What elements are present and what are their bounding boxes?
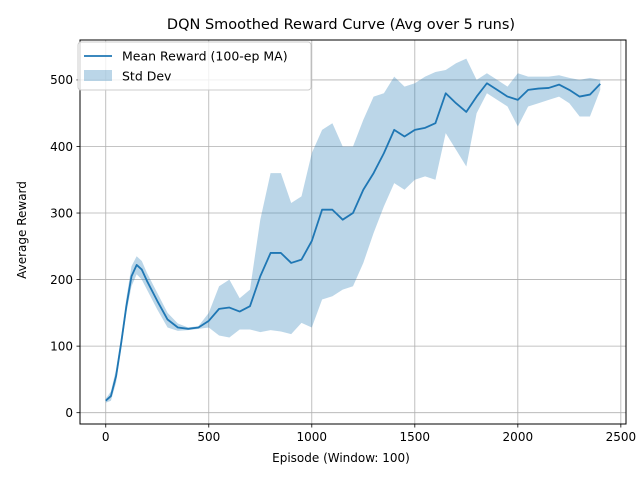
mean-line-layer [105, 82, 601, 402]
x-axis-ticks: 0 500 1000 1500 2000 2500 [102, 424, 636, 444]
axes-frame [79, 39, 627, 425]
y-tick-label: 200 [50, 273, 73, 287]
x-tick-label: 500 [197, 430, 220, 444]
chart-title: DQN Smoothed Reward Curve (Avg over 5 ru… [167, 17, 515, 33]
y-tick-label: 400 [50, 140, 73, 154]
y-tick-label: 100 [50, 339, 73, 353]
x-tick-label: 1000 [297, 430, 328, 444]
x-axis-label: Episode (Window: 100) [272, 451, 410, 465]
legend-entry-std: Std Dev [122, 69, 172, 84]
x-tick-label: 2500 [606, 430, 637, 444]
y-tick-label: 0 [65, 406, 73, 420]
legend-band-swatch [84, 70, 112, 81]
y-axis-ticks: 0 100 200 300 400 500 [50, 73, 80, 420]
y-axis-label: Average Reward [15, 181, 29, 279]
legend: Mean Reward (100-ep MA) Std Dev [77, 41, 312, 91]
std-band-layer [105, 58, 601, 403]
legend-entry-mean: Mean Reward (100-ep MA) [122, 49, 288, 64]
y-tick-label: 300 [50, 206, 73, 220]
std-dev-band [105, 58, 601, 403]
x-tick-label: 2000 [503, 430, 534, 444]
mean-reward-line [105, 82, 601, 402]
y-tick-label: 500 [50, 73, 73, 87]
x-tick-label: 0 [102, 430, 110, 444]
legend-box [77, 41, 312, 91]
x-tick-label: 1500 [400, 430, 431, 444]
